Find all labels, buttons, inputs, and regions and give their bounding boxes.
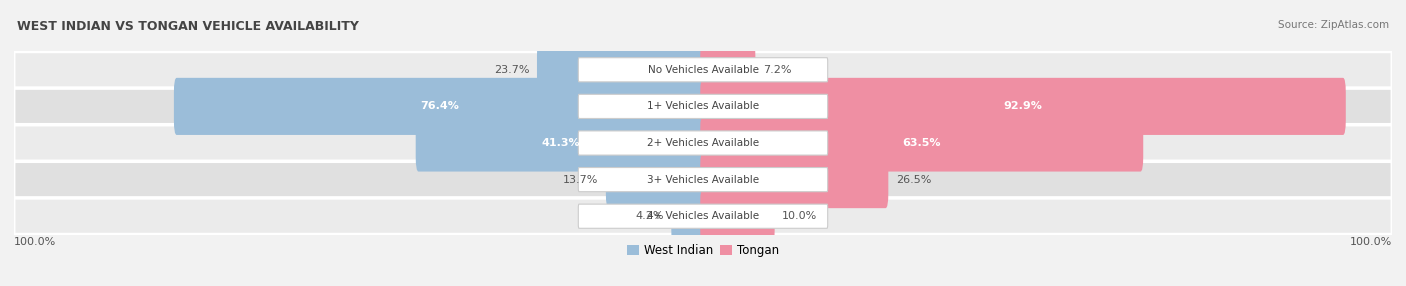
FancyBboxPatch shape [14,125,1392,161]
Text: 1+ Vehicles Available: 1+ Vehicles Available [647,102,759,111]
Text: 23.7%: 23.7% [494,65,530,75]
Text: 4+ Vehicles Available: 4+ Vehicles Available [647,211,759,221]
FancyBboxPatch shape [14,88,1392,124]
Text: 100.0%: 100.0% [14,237,56,247]
Text: Source: ZipAtlas.com: Source: ZipAtlas.com [1278,20,1389,30]
FancyBboxPatch shape [700,188,775,245]
FancyBboxPatch shape [578,131,828,155]
FancyBboxPatch shape [700,114,1143,172]
Text: 92.9%: 92.9% [1004,102,1042,111]
Text: WEST INDIAN VS TONGAN VEHICLE AVAILABILITY: WEST INDIAN VS TONGAN VEHICLE AVAILABILI… [17,20,359,33]
FancyBboxPatch shape [578,94,828,118]
FancyBboxPatch shape [537,41,706,98]
FancyBboxPatch shape [14,198,1392,234]
Text: 4.2%: 4.2% [636,211,664,221]
Text: 7.2%: 7.2% [763,65,792,75]
Text: 76.4%: 76.4% [420,102,460,111]
FancyBboxPatch shape [606,151,706,208]
FancyBboxPatch shape [174,78,706,135]
FancyBboxPatch shape [700,151,889,208]
FancyBboxPatch shape [416,114,706,172]
Text: 100.0%: 100.0% [1350,237,1392,247]
Text: 63.5%: 63.5% [903,138,941,148]
FancyBboxPatch shape [14,52,1392,88]
Text: 26.5%: 26.5% [896,175,931,184]
Text: 2+ Vehicles Available: 2+ Vehicles Available [647,138,759,148]
Text: No Vehicles Available: No Vehicles Available [648,65,758,75]
FancyBboxPatch shape [700,78,1346,135]
FancyBboxPatch shape [14,162,1392,198]
FancyBboxPatch shape [700,41,755,98]
FancyBboxPatch shape [671,188,706,245]
FancyBboxPatch shape [578,168,828,192]
Text: 10.0%: 10.0% [782,211,817,221]
Legend: West Indian, Tongan: West Indian, Tongan [623,239,783,262]
Text: 13.7%: 13.7% [562,175,599,184]
Text: 3+ Vehicles Available: 3+ Vehicles Available [647,175,759,184]
FancyBboxPatch shape [578,58,828,82]
FancyBboxPatch shape [578,204,828,228]
Text: 41.3%: 41.3% [541,138,581,148]
